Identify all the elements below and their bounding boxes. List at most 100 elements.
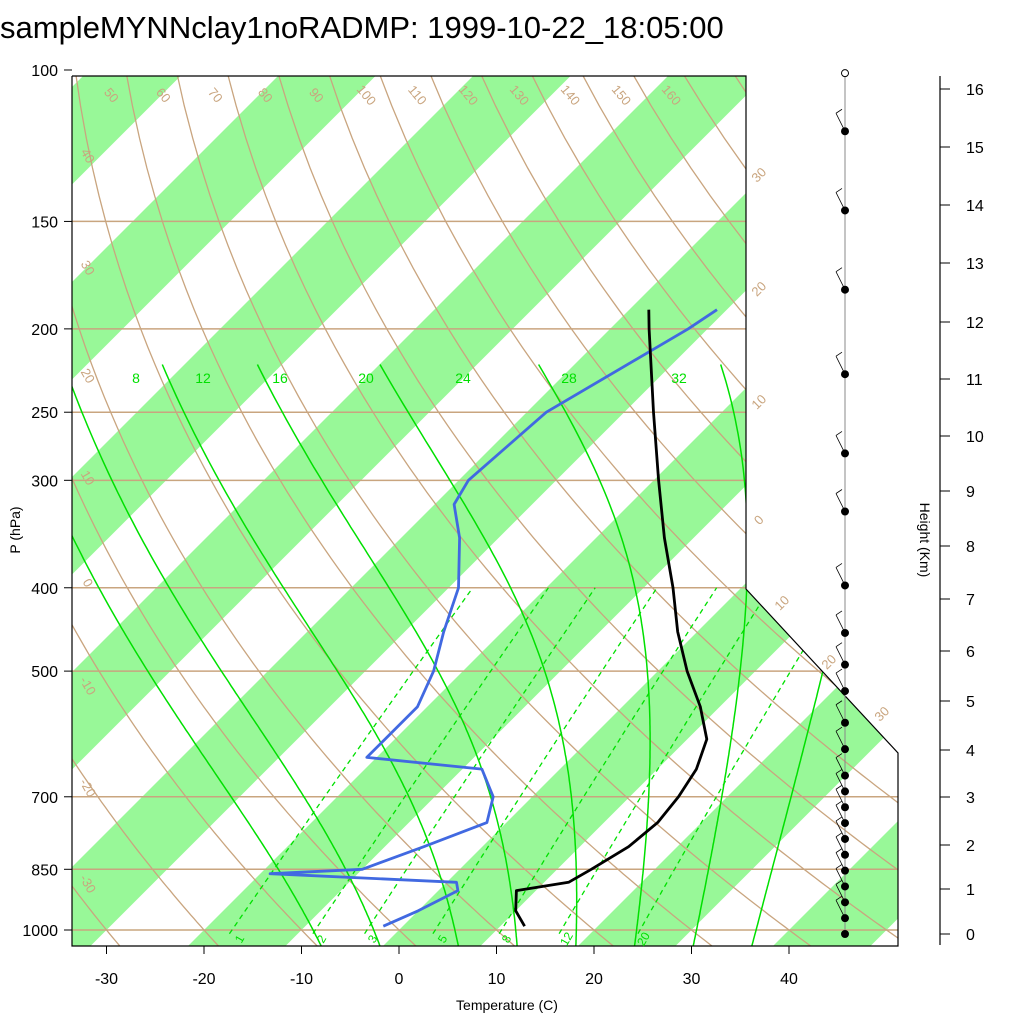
plot-frame xyxy=(71,75,899,947)
wind-barb-shaft xyxy=(835,493,846,512)
wind-barb-flag xyxy=(835,642,843,647)
isotherm-band xyxy=(962,51,1024,952)
wind-barb-flag xyxy=(835,188,843,193)
dry-adiabat-line xyxy=(72,76,419,946)
wind-barb-shaft xyxy=(835,730,846,750)
isotherm-label: 0 xyxy=(751,512,767,528)
isotherm-label: 30 xyxy=(748,164,769,185)
dry-adiabat-left-label: 40 xyxy=(78,146,98,166)
wind-barb-dot xyxy=(841,930,849,938)
mixing-ratio-label: 20 xyxy=(634,929,653,948)
height-tick-label: 15 xyxy=(966,140,984,157)
wind-barb-shaft xyxy=(835,789,846,808)
height-tick-label: 6 xyxy=(966,644,975,661)
moist-adiabat-label: 12 xyxy=(195,370,211,386)
mixing-ratio-label: 12 xyxy=(557,929,576,948)
moist-adiabat-label: 8 xyxy=(132,370,140,386)
mixing-ratio-line xyxy=(498,587,718,935)
dry-adiabat-line xyxy=(781,76,898,946)
pressure-tick-label: 100 xyxy=(31,63,58,80)
dewpoint-profile-line xyxy=(268,308,718,928)
wind-barb-shaft xyxy=(835,773,846,792)
x-axis-title: Temperature (C) xyxy=(456,997,558,1013)
temperature-tick-label: -20 xyxy=(192,971,215,988)
wind-barb-flag xyxy=(835,108,843,114)
isotherm-label: 10 xyxy=(748,391,769,412)
pressure-tick-label: 850 xyxy=(31,862,58,879)
height-tick-label: 3 xyxy=(966,790,975,807)
height-tick-label: 0 xyxy=(966,927,975,944)
height-tick-label: 12 xyxy=(966,315,984,332)
wind-barb-flag xyxy=(835,879,843,885)
dry-adiabat-line xyxy=(125,76,716,946)
wind-barb-flag xyxy=(835,800,843,806)
chart-title: sampleMYNNclay1noRADMP: 1999-10-22_18:05… xyxy=(0,10,724,45)
temperature-tick-label: 30 xyxy=(683,971,701,988)
temperature-tick-label: -10 xyxy=(290,971,313,988)
height-tick-label: 11 xyxy=(966,372,983,389)
wind-barb-shaft xyxy=(835,614,846,634)
dry-adiabat-left-label: 20 xyxy=(78,366,98,386)
moist-adiabat-label: 24 xyxy=(455,370,471,386)
dry-adiabat-label: 140 xyxy=(558,82,583,108)
mixing-ratio-label: 2 xyxy=(314,932,330,945)
pressure-tick-label: 400 xyxy=(31,581,58,598)
temperature-tick-label: -30 xyxy=(95,971,118,988)
height-tick-label: 5 xyxy=(966,694,975,711)
wind-barb-shaft xyxy=(835,192,846,211)
temperature-tick-label: 10 xyxy=(488,971,506,988)
wind-barb-flag xyxy=(835,563,843,568)
temperature-tick-label: 0 xyxy=(395,971,404,988)
isotherm-label: 30 xyxy=(871,703,892,724)
wind-barb-shaft xyxy=(835,271,846,290)
pressure-tick-label: 500 xyxy=(31,664,58,681)
mixing-ratio-line xyxy=(364,587,596,935)
moist-adiabat-label: 16 xyxy=(272,370,288,386)
moist-adiabat-line xyxy=(72,364,382,946)
mixing-ratio-line xyxy=(312,587,549,935)
wind-barb-dot xyxy=(841,69,849,78)
dry-adiabat-line xyxy=(478,76,898,946)
wind-barb-flag xyxy=(835,784,843,790)
temperature-profile-line xyxy=(514,309,709,927)
mixing-ratio-label: 3 xyxy=(365,932,381,945)
wind-barb-flag xyxy=(835,864,843,869)
wind-barb-flag xyxy=(835,895,843,901)
wind-barb-shaft xyxy=(835,820,846,840)
moist-adiabat-label: 20 xyxy=(358,370,374,386)
dry-adiabat-line xyxy=(882,76,898,946)
temperature-tick-label: 20 xyxy=(585,971,603,988)
wind-barb-shaft xyxy=(835,757,846,776)
height-tick-label: 7 xyxy=(966,592,975,609)
wind-barb-flag xyxy=(835,610,843,616)
wind-barb-shaft xyxy=(835,836,846,855)
height-tick-label: 14 xyxy=(966,198,984,215)
height-tick-label: 2 xyxy=(966,838,975,855)
moist-adiabat-line xyxy=(72,364,323,946)
isotherm-band xyxy=(182,76,898,946)
dry-adiabat-line xyxy=(72,76,221,946)
wind-barb-shaft xyxy=(835,704,846,723)
wind-barb-flag xyxy=(835,848,843,853)
height-axis-title: Height (Km) xyxy=(917,503,933,578)
height-tick-label: 4 xyxy=(966,743,975,760)
y-axis-title: P (hPa) xyxy=(7,506,23,553)
wind-barb-flag xyxy=(835,753,843,758)
wind-barb-shaft xyxy=(835,356,846,375)
isotherm-label: 20 xyxy=(748,278,769,299)
dry-adiabat-line xyxy=(72,76,518,946)
pressure-tick-label: 250 xyxy=(31,405,58,422)
dry-adiabat-line xyxy=(225,76,898,946)
dry-adiabat-left-label: 30 xyxy=(78,258,98,278)
isotherm-label: 10 xyxy=(771,592,792,613)
pressure-tick-label: 200 xyxy=(31,322,58,339)
temperature-tick-label: 40 xyxy=(780,971,798,988)
wind-barb-flag xyxy=(835,700,843,706)
dry-adiabat-line xyxy=(427,76,898,946)
moist-adiabat-label: 28 xyxy=(561,370,577,386)
dry-adiabat-line xyxy=(326,76,898,946)
wind-barb-flag xyxy=(835,351,843,357)
isotherm-band xyxy=(72,76,401,946)
moist-adiabat-line xyxy=(379,364,578,946)
